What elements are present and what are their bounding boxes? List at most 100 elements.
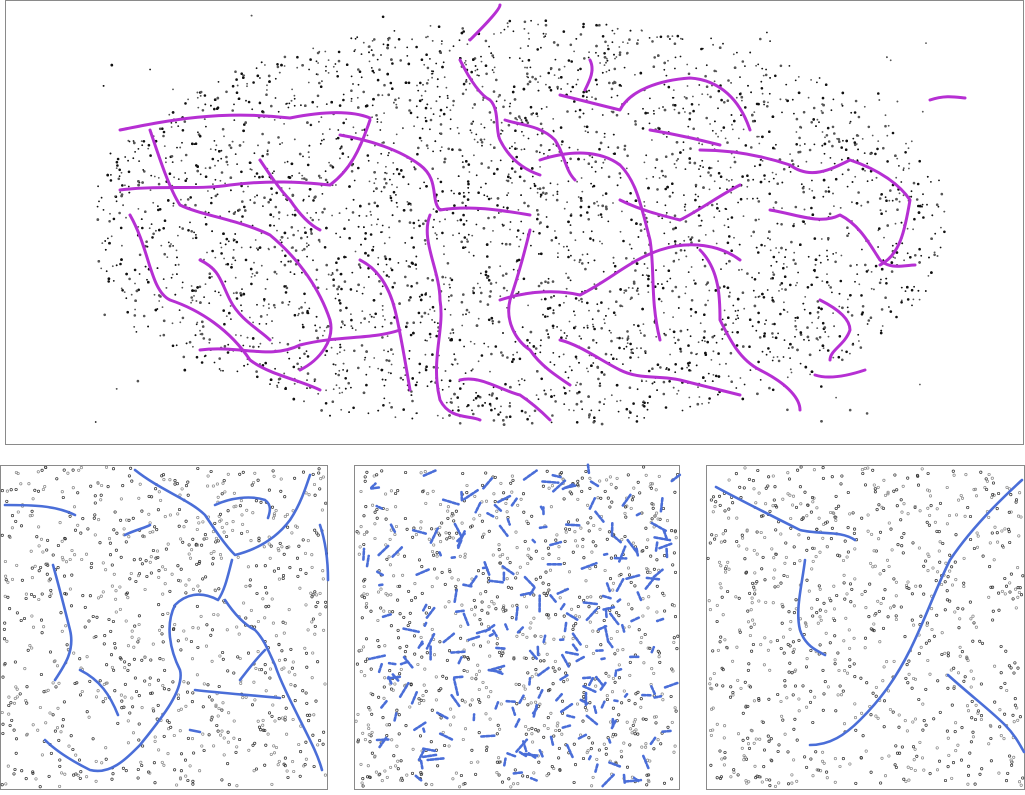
point <box>137 226 140 228</box>
point <box>157 575 161 579</box>
point <box>40 592 44 596</box>
point <box>371 104 374 107</box>
point <box>263 585 268 589</box>
point <box>631 287 634 289</box>
point <box>607 175 611 179</box>
point <box>679 329 683 333</box>
point <box>338 392 341 394</box>
point <box>623 144 627 148</box>
point <box>758 218 760 221</box>
point <box>613 67 617 71</box>
point <box>286 199 288 202</box>
filament <box>503 118 577 182</box>
point <box>57 681 61 685</box>
point <box>432 70 435 73</box>
point <box>140 140 143 143</box>
point <box>803 338 805 341</box>
point <box>751 119 755 123</box>
point <box>235 297 239 300</box>
point <box>78 693 83 697</box>
point <box>799 125 802 129</box>
point <box>838 140 841 143</box>
point <box>816 327 819 329</box>
point <box>246 363 249 366</box>
point <box>871 179 874 182</box>
point <box>889 310 893 313</box>
point <box>215 482 219 486</box>
point <box>196 91 199 94</box>
point <box>440 43 443 45</box>
point <box>889 189 892 192</box>
point <box>218 553 223 557</box>
point <box>303 177 306 180</box>
point <box>284 161 286 164</box>
point <box>521 60 524 62</box>
filament <box>507 228 572 387</box>
point <box>539 122 543 126</box>
point <box>374 312 378 316</box>
point <box>579 67 582 71</box>
point <box>412 246 416 249</box>
point <box>419 81 422 85</box>
point <box>847 168 850 172</box>
point <box>714 289 718 292</box>
point <box>300 236 303 240</box>
point <box>7 712 11 716</box>
point <box>63 592 67 596</box>
point <box>69 604 74 608</box>
point <box>910 190 913 193</box>
filament <box>558 76 752 132</box>
point <box>268 224 272 227</box>
point <box>252 680 256 684</box>
point <box>885 282 888 285</box>
point <box>526 66 528 69</box>
point <box>679 347 682 351</box>
point <box>378 280 381 283</box>
point <box>286 525 290 529</box>
point <box>701 47 704 50</box>
point <box>100 761 104 765</box>
point <box>562 245 565 248</box>
point <box>133 676 137 680</box>
point <box>579 205 583 209</box>
point <box>577 157 580 161</box>
point <box>786 311 789 313</box>
point <box>431 76 433 79</box>
point <box>326 181 329 184</box>
point <box>552 311 555 315</box>
point <box>199 173 202 176</box>
filament <box>425 213 482 422</box>
point <box>717 89 721 93</box>
point <box>426 103 429 106</box>
point <box>13 660 17 664</box>
point <box>339 309 342 312</box>
point <box>108 241 111 245</box>
point <box>15 563 19 567</box>
point <box>277 381 280 384</box>
point <box>257 536 261 540</box>
point <box>328 161 330 164</box>
point <box>240 246 243 249</box>
point <box>601 114 604 116</box>
point <box>370 224 373 226</box>
point <box>318 738 322 743</box>
point <box>644 111 647 115</box>
point <box>684 203 687 206</box>
point <box>406 284 409 287</box>
point <box>364 237 367 241</box>
point <box>473 154 475 157</box>
point <box>435 233 438 236</box>
point <box>190 548 194 552</box>
point <box>368 60 371 63</box>
point <box>236 555 240 559</box>
point <box>235 334 237 336</box>
point <box>634 73 636 76</box>
point <box>880 193 883 196</box>
point <box>181 316 185 320</box>
point <box>394 98 397 102</box>
point <box>136 574 141 578</box>
point <box>241 696 245 700</box>
point <box>230 263 233 266</box>
point <box>306 245 308 248</box>
point <box>350 100 353 102</box>
